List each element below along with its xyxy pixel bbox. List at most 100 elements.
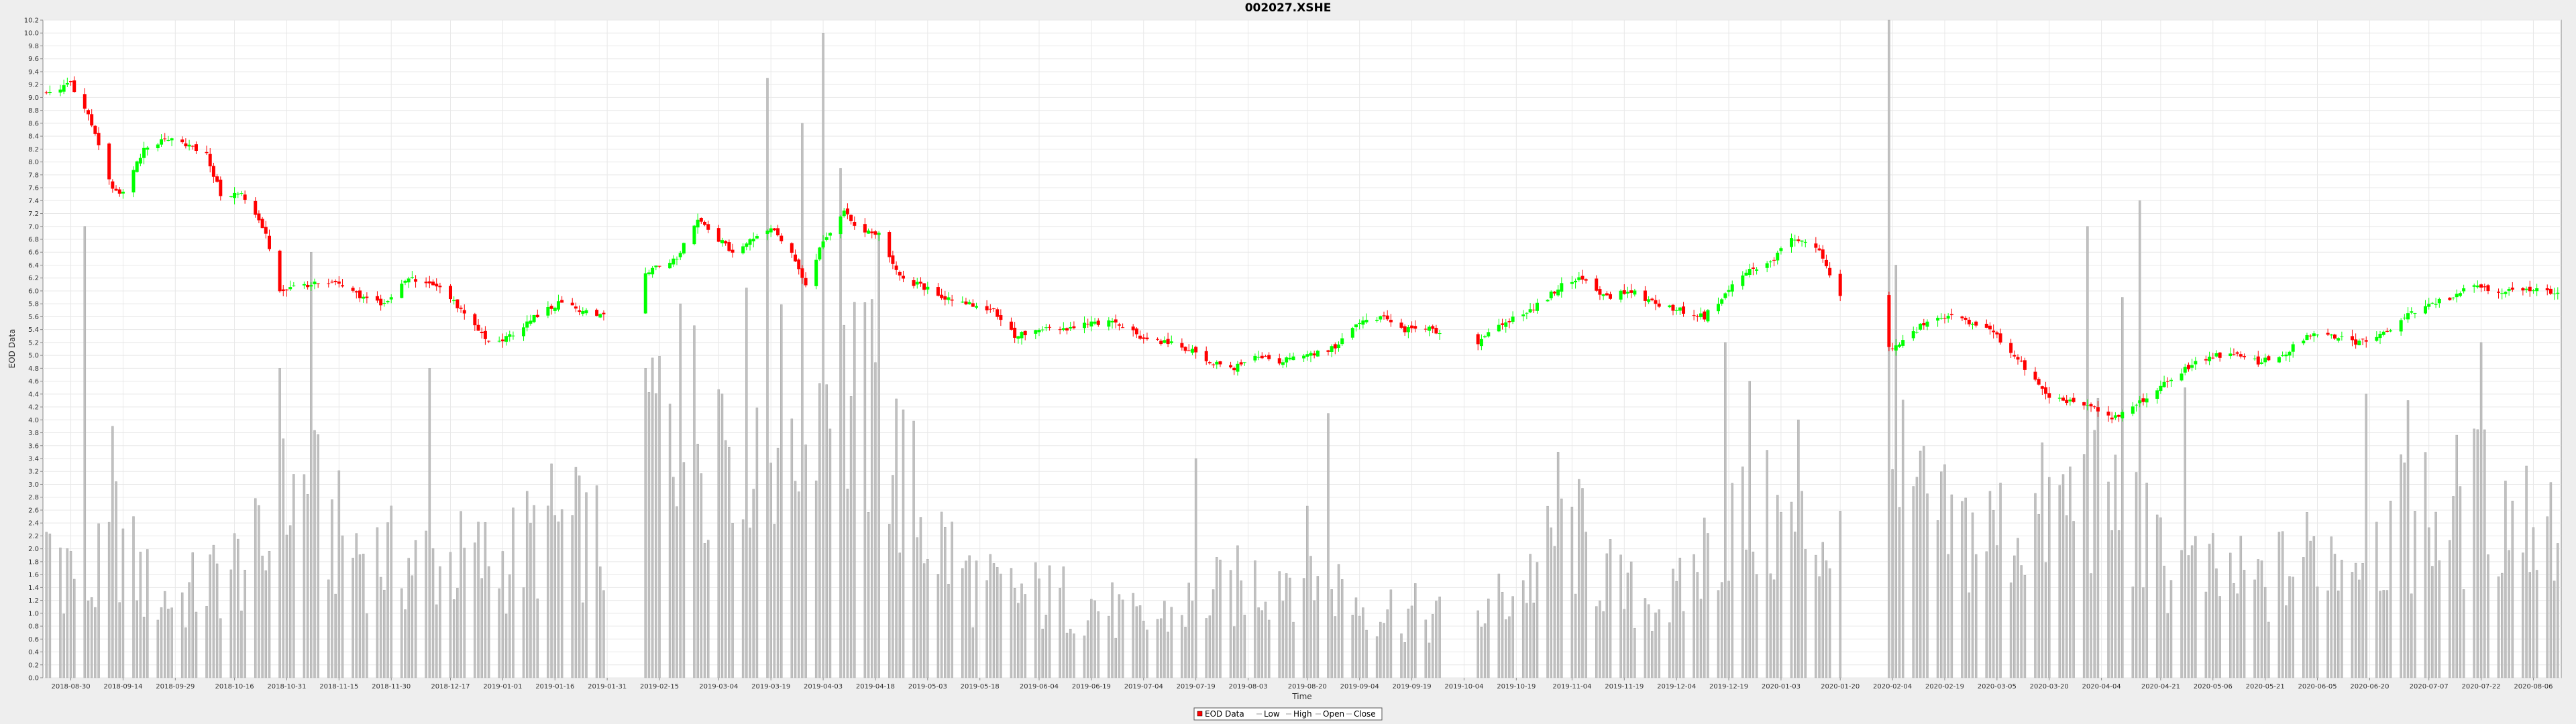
volume-bar: [474, 542, 476, 678]
candlestick: [999, 309, 1003, 326]
candlestick: [967, 299, 971, 305]
candle-body: [1424, 328, 1428, 330]
candlestick: [1577, 272, 1581, 282]
volume-bar: [602, 590, 605, 678]
candlestick: [2375, 331, 2379, 342]
candlestick: [1814, 237, 1818, 253]
candlestick: [93, 125, 97, 136]
candlestick: [313, 278, 317, 290]
y-tick-label: 3.8: [28, 430, 39, 437]
candlestick: [2430, 302, 2434, 304]
candlestick: [1212, 363, 1216, 369]
candlestick: [1720, 298, 1724, 306]
volume-bar: [282, 438, 285, 678]
volume-bar: [404, 609, 407, 678]
candlestick: [1312, 351, 1316, 359]
volume-bar: [501, 551, 504, 678]
x-tick-label: 2019-08-03: [1228, 683, 1267, 690]
candle-body: [1755, 269, 1759, 271]
candle-body: [772, 228, 776, 231]
candlestick: [2308, 334, 2312, 340]
candlestick: [480, 327, 484, 339]
y-tick-label: 4.6: [28, 378, 39, 385]
volume-bar: [700, 473, 703, 678]
candlestick: [553, 306, 557, 314]
candlestick: [776, 225, 780, 237]
candle-body: [706, 224, 710, 230]
y-tick-label: 7.4: [28, 198, 39, 205]
candle-body: [431, 282, 435, 286]
candle-body: [1744, 272, 1748, 276]
candlestick: [2357, 339, 2361, 346]
candlestick: [936, 283, 940, 297]
volume-bar: [317, 434, 319, 678]
candle-body: [1625, 292, 1629, 294]
volume-bar: [1947, 554, 1949, 678]
candlestick: [1382, 311, 1386, 320]
candle-body: [1215, 361, 1219, 365]
candlestick: [2354, 333, 2358, 349]
candle-body: [138, 158, 142, 164]
candle-body: [2455, 294, 2459, 298]
candle-body: [1974, 321, 1978, 326]
candle-body: [497, 341, 501, 342]
candlestick: [1800, 240, 1804, 247]
candle-body: [2545, 288, 2549, 291]
candlestick: [1919, 323, 1923, 331]
volume-bar: [2145, 483, 2148, 678]
volume-bar: [1525, 603, 1528, 678]
volume-bar: [59, 547, 62, 678]
candlestick: [375, 291, 379, 303]
candle-body: [2284, 354, 2288, 357]
volume-bar: [1818, 576, 1821, 678]
candlestick: [2033, 367, 2037, 381]
candle-body: [1263, 356, 1267, 357]
candlestick: [570, 298, 574, 306]
candle-body: [358, 290, 362, 298]
volume-bar: [1940, 471, 1943, 678]
candle-body: [1678, 307, 1682, 311]
candle-body: [1556, 289, 1560, 296]
candlestick: [327, 278, 331, 288]
candlestick: [1044, 323, 1048, 332]
candle-body: [215, 176, 219, 182]
candle-body: [2288, 351, 2292, 356]
candle-body: [790, 243, 794, 253]
candlestick: [351, 286, 355, 293]
volume-bar: [2549, 482, 2553, 678]
candlestick: [1654, 294, 1658, 310]
volume-bar: [2358, 579, 2361, 678]
candlestick: [2092, 405, 2096, 409]
candle-body: [114, 188, 118, 191]
candlestick: [1034, 329, 1038, 339]
candle-body: [2204, 359, 2208, 361]
volume-bar: [1992, 510, 1995, 678]
candlestick: [2364, 336, 2368, 348]
volume-bar: [1097, 611, 1100, 678]
volume-bar: [1267, 619, 1271, 678]
candlestick: [525, 315, 529, 332]
volume-bar: [2190, 545, 2194, 678]
candle-body: [2012, 355, 2017, 357]
candlestick: [643, 267, 647, 314]
volume-bar: [48, 534, 52, 678]
candle-body: [716, 228, 720, 242]
volume-bar: [1386, 609, 1389, 678]
candlestick: [1699, 307, 1703, 320]
candle-body: [1657, 303, 1661, 307]
candlestick: [1069, 322, 1073, 332]
candle-body: [1601, 294, 1605, 296]
candle-body: [1382, 315, 1386, 316]
candle-body: [2337, 338, 2341, 341]
x-tick-label: 2019-01-16: [535, 683, 574, 690]
volume-bar: [2058, 485, 2061, 678]
volume-bar: [2462, 589, 2465, 678]
candle-body: [1333, 344, 1337, 349]
candle-body: [922, 283, 926, 290]
volume-bar: [2497, 576, 2500, 678]
volume-bar: [1595, 606, 1598, 678]
candlestick: [1065, 327, 1069, 335]
volume-bar: [1964, 497, 1967, 678]
candlestick: [647, 269, 651, 276]
candle-body: [940, 294, 944, 298]
